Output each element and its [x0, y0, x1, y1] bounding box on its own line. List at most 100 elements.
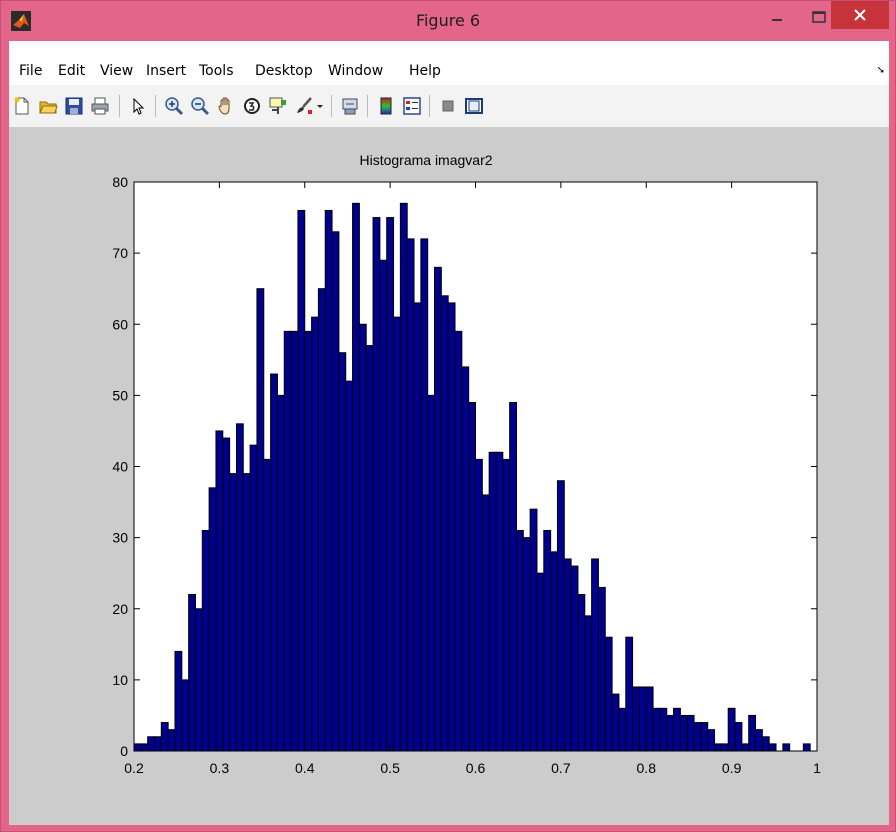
histogram-bar [515, 530, 524, 752]
new-figure-button[interactable] [11, 95, 33, 117]
brush-button[interactable] [293, 95, 315, 117]
histogram-bar [311, 316, 319, 752]
insert-legend-button[interactable] [401, 95, 423, 117]
histogram-bar [495, 451, 504, 752]
toolbar-separator [155, 95, 156, 117]
data-cursor-icon [269, 97, 286, 114]
rotate-3d-button[interactable] [241, 95, 263, 117]
histogram-bar [611, 693, 620, 752]
menu-tools[interactable]: Tools [199, 63, 234, 79]
zoom-out-button[interactable] [189, 95, 211, 117]
y-tick-label: 40 [112, 459, 128, 475]
menu-desktop[interactable]: Desktop [255, 63, 313, 79]
show-plot-tools-button[interactable] [463, 95, 485, 117]
minimize-icon [772, 19, 782, 21]
histogram-bar [283, 330, 292, 752]
figure-canvas: Histograma imagvar2 0.2 0.3 0.4 0.5 0.6 0.7 0.… [9, 127, 889, 825]
menu-insert[interactable]: Insert [146, 63, 187, 79]
histogram-bar [488, 451, 497, 752]
histogram-bar [686, 714, 695, 752]
histogram-bar [659, 707, 668, 752]
histogram-bar [372, 217, 381, 752]
save-button[interactable] [63, 95, 85, 117]
open-file-button[interactable] [37, 95, 59, 117]
link-plot-button[interactable] [339, 95, 361, 117]
menu-file[interactable]: File [19, 63, 43, 79]
histogram-bar [597, 586, 606, 752]
brush-dropdown-button[interactable] [315, 95, 325, 117]
y-tick-label: 50 [112, 387, 128, 403]
histogram-bar [563, 558, 572, 752]
histogram-bar [365, 345, 374, 752]
edit-plot-button[interactable] [127, 95, 149, 117]
x-tick-label: 0.2 [124, 760, 144, 776]
histogram-bar [768, 743, 777, 752]
maximize-button[interactable] [805, 1, 833, 33]
histogram-bar [714, 743, 722, 752]
histogram-bar [502, 458, 511, 752]
histogram-bar [270, 373, 278, 752]
menu-window[interactable]: Window [328, 63, 384, 79]
edit-plot-arrow-icon [133, 97, 145, 115]
minimize-button[interactable] [763, 1, 791, 33]
histogram-bar [666, 714, 675, 752]
pan-hand-icon [218, 97, 230, 115]
histogram-bar [399, 202, 408, 752]
histogram-bar [734, 722, 743, 752]
matlab-logo-icon [11, 11, 31, 31]
histogram-bar [194, 608, 203, 752]
histogram-bar [652, 707, 661, 752]
data-cursor-button[interactable] [267, 95, 289, 117]
histogram-bar [727, 707, 736, 752]
x-tick-label: 0.8 [637, 760, 657, 776]
histogram-bar [625, 636, 634, 752]
dock-figure-icon[interactable]: ➘ [876, 65, 885, 76]
histogram-bar [434, 266, 442, 752]
histogram-bar [720, 743, 729, 752]
menu-edit[interactable]: Edit [58, 63, 86, 79]
histogram-bar [550, 551, 558, 752]
chevron-down-icon [317, 105, 323, 108]
x-tick-label: 0.3 [210, 760, 230, 776]
toolbar-separator [119, 95, 120, 117]
histogram-bar [802, 743, 811, 752]
histogram-bar [454, 330, 463, 752]
menu-help[interactable]: Help [409, 63, 441, 79]
x-tick-label: 1 [813, 760, 821, 776]
histogram-bar [263, 458, 272, 752]
histogram-bar [215, 430, 224, 752]
y-tick-label: 0 [120, 743, 128, 759]
histogram-bar [741, 743, 750, 752]
histogram-bar [420, 238, 429, 752]
close-button[interactable] [831, 1, 889, 29]
histogram-bar [352, 202, 360, 752]
histogram-bar [618, 707, 627, 752]
histogram-bar [509, 401, 517, 752]
histogram-bar [331, 231, 340, 752]
menu-view[interactable]: View [100, 63, 134, 79]
toolbar-separator [331, 95, 332, 117]
zoom-in-button[interactable] [163, 95, 185, 117]
histogram-bar [181, 679, 190, 752]
pan-button[interactable] [215, 95, 237, 117]
insert-colorbar-button[interactable] [375, 95, 397, 117]
figure-toolbar [9, 85, 889, 128]
histogram-bar [700, 722, 709, 752]
histogram-bar [208, 487, 217, 752]
title-bar[interactable]: Figure 6 [1, 1, 895, 41]
print-button[interactable] [89, 95, 111, 117]
histogram-bar [475, 458, 483, 752]
hide-plot-tools-button[interactable] [437, 95, 459, 117]
histogram-chart: Histograma imagvar2 0.2 0.3 0.4 0.5 0.6 0.7 0.… [112, 152, 821, 776]
histogram-bar [604, 636, 613, 752]
histogram-bar [167, 729, 176, 752]
toolbar-separator [429, 95, 430, 117]
histogram-bar [707, 729, 716, 752]
histogram-bar [591, 558, 599, 752]
histogram-bar [235, 423, 244, 752]
maximize-icon [812, 11, 826, 23]
zoom-in-icon [165, 97, 184, 116]
histogram-bar [222, 437, 231, 752]
menu-bar-strip [9, 41, 889, 57]
